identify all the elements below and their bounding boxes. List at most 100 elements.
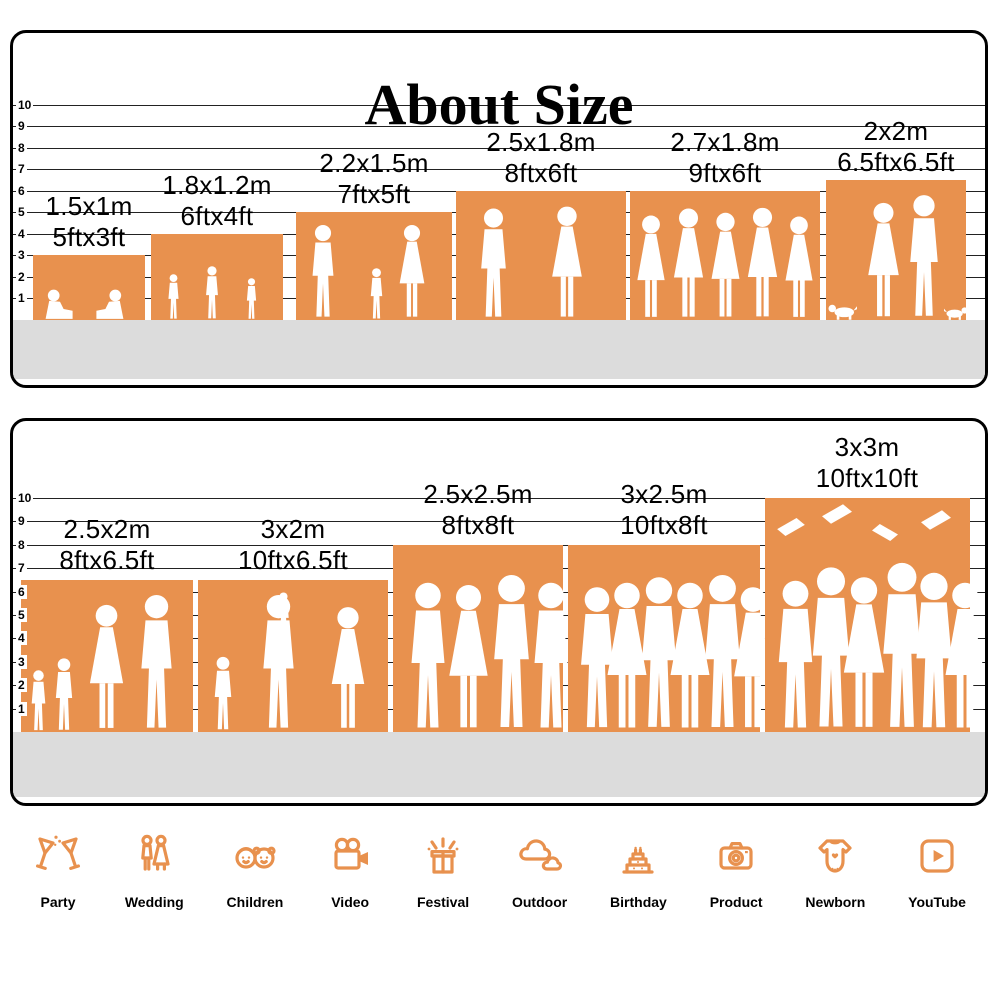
bar-size-m: 2.7x1.8m	[670, 127, 780, 157]
graduation-cap-silhouette	[777, 518, 805, 536]
category-label: Video	[331, 894, 370, 910]
category-newborn: Newborn	[805, 832, 865, 952]
bar-label: 3x2.5m 10ftx8ft	[564, 479, 764, 541]
size-bar-10ftx8ft	[568, 545, 760, 732]
ruler-number: 4	[16, 631, 27, 645]
bar-size-ft: 5ftx3ft	[52, 222, 126, 252]
category-label: Product	[709, 894, 763, 910]
gridline	[13, 169, 985, 170]
graduate-silhouette	[935, 582, 988, 732]
bar-label: 3x3m 10ftx10ft	[767, 432, 967, 494]
woman-silhouette	[393, 224, 431, 320]
page-title: About Size	[364, 71, 634, 137]
bride-silhouette	[544, 206, 590, 320]
newborn-onesie-icon	[818, 839, 852, 873]
groom-silhouette	[471, 208, 516, 320]
dog-silhouette	[827, 303, 857, 320]
ruler-number: 6	[16, 184, 27, 198]
ruler-number: 5	[16, 205, 27, 219]
bar-label: 2.7x1.8m 9ftx6ft	[625, 127, 825, 189]
festival-gift-icon	[427, 837, 459, 874]
ruler-number: 2	[16, 270, 27, 284]
dog-silhouette	[944, 306, 969, 320]
category-youtube: YouTube	[908, 832, 966, 952]
ruler-number: 8	[16, 141, 27, 155]
party-glasses-icon	[36, 835, 80, 870]
ruler-number: 7	[16, 561, 27, 575]
child-silhouette	[49, 658, 79, 732]
bar-label: 3x2m 10ftx6.5ft	[193, 514, 393, 576]
bar-label: 2.5x1.8m 8ftx6ft	[441, 127, 641, 189]
ruler-number: 9	[16, 119, 27, 133]
category-label: Wedding	[124, 894, 184, 910]
gridline	[13, 126, 985, 127]
graduation-cap-silhouette	[822, 504, 852, 524]
gridline	[13, 105, 985, 106]
birthday-cake-icon	[622, 846, 655, 874]
size-bar-8ftx6.5ft	[21, 580, 193, 732]
ruler-number: 3	[16, 655, 27, 669]
ruler-number: 5	[16, 608, 27, 622]
bar-size-m: 3x2.5m	[620, 479, 708, 509]
outdoor-clouds-icon	[518, 839, 562, 871]
graduation-cap-silhouette	[872, 524, 898, 541]
size-bar-9ftx6ft	[630, 191, 820, 320]
ruler-number: 8	[16, 538, 27, 552]
bar-size-ft: 10ftx10ft	[815, 463, 919, 493]
category-label: Newborn	[805, 894, 866, 910]
gridline	[13, 521, 985, 522]
ruler-number: 1	[16, 702, 27, 716]
bar-size-m: 2.5x2.5m	[423, 479, 533, 509]
category-product: Product	[710, 832, 763, 952]
ruler-number: 9	[16, 514, 27, 528]
category-children: Children	[227, 832, 283, 952]
floor-strip	[13, 320, 985, 379]
bar-size-m: 1.5x1m	[45, 191, 133, 221]
category-party: Party	[34, 832, 82, 952]
ruler-number: 1	[16, 291, 27, 305]
lifted-child-silhouette	[274, 592, 293, 640]
size-bar-6.5ftx6.5ft	[826, 180, 966, 320]
bar-size-m: 1.8x1.2m	[162, 170, 272, 200]
bar-size-m: 3x3m	[834, 432, 900, 462]
size-bar-6ftx4ft	[151, 234, 283, 320]
category-outdoor: Outdoor	[512, 832, 567, 952]
bar-size-m: 2x2m	[863, 116, 929, 146]
child-silhouette	[208, 656, 238, 732]
ruler-number: 4	[16, 227, 27, 241]
category-label: Festival	[417, 894, 470, 910]
gridline	[13, 498, 985, 499]
category-video: Video	[326, 832, 374, 952]
size-bar-5ftx3ft	[33, 255, 145, 320]
bar-label: 1.8x1.2m 6ftx4ft	[117, 170, 317, 232]
size-bar-8ftx8ft	[393, 545, 563, 732]
ruler-number: 2	[16, 678, 27, 692]
size-bar-7ftx5ft	[296, 212, 452, 320]
bar-size-m: 3x2m	[260, 514, 326, 544]
ruler-number: 10	[16, 491, 34, 505]
child-silhouette	[243, 278, 260, 320]
gridline	[13, 148, 985, 149]
bar-size-ft: 10ftx6.5ft	[238, 545, 348, 575]
bar-label: 2.5x2m 8ftx6.5ft	[13, 514, 207, 576]
bar-size-ft: 7ftx5ft	[337, 179, 411, 209]
bar-label: 2.2x1.5m 7ftx5ft	[274, 148, 474, 210]
child-silhouette	[366, 268, 387, 320]
bar-size-m: 2.5x1.8m	[486, 127, 596, 157]
child-silhouette	[164, 274, 183, 320]
man-silhouette	[899, 194, 949, 320]
man-silhouette	[304, 224, 342, 320]
bar-size-ft: 9ftx6ft	[688, 158, 762, 188]
youtube-play-icon	[920, 839, 954, 873]
ruler-number: 6	[16, 585, 27, 599]
children-faces-icon	[235, 846, 276, 869]
ruler-number: 7	[16, 162, 27, 176]
bar-label: 2x2m 6.5ftx6.5ft	[796, 116, 985, 178]
woman-silhouette	[81, 604, 132, 732]
category-label: YouTube	[908, 894, 966, 910]
bar-size-m: 2.5x2m	[63, 514, 151, 544]
category-birthday: Birthday	[610, 832, 667, 952]
size-bar-10ftx6.5ft	[198, 580, 388, 732]
graduation-cap-silhouette	[921, 510, 951, 530]
ruler-number: 10	[16, 98, 34, 112]
